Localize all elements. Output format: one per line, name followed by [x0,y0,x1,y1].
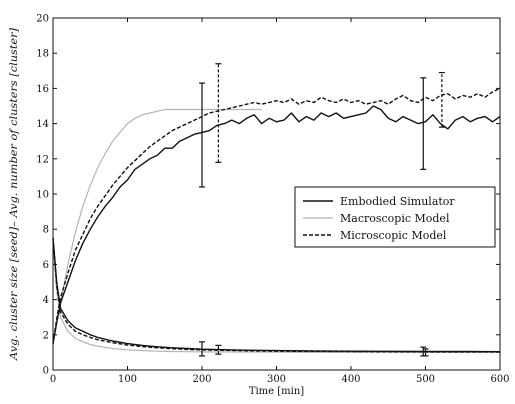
error-bar [422,348,429,357]
y-tick-label: 16 [36,84,49,95]
y-tick-label: 8 [43,225,49,236]
y-tick-label: 14 [36,119,49,130]
error-bar [438,71,445,128]
y-tick-label: 6 [43,260,49,271]
y-tick-label: 18 [36,49,49,60]
x-tick-label: 500 [416,374,435,385]
macroscopic-model-num-clusters-line [52,237,500,353]
legend-label-macroscopic-model: Macroscopic Model [340,212,450,225]
x-tick-label: 600 [490,374,509,385]
x-tick-label: 200 [192,374,211,385]
ticks-layer: 0 100 200 300 400 500 600 0 2 4 6 8 10 12 14 16 18 20 [36,14,509,386]
y-tick-label: 12 [36,154,49,165]
x-tick-label: 0 [50,374,56,385]
y-tick-label: 4 [43,295,49,306]
error-bar [420,77,427,170]
x-tick-label: 100 [118,374,137,385]
y-tick-label: 2 [43,330,49,341]
x-axis-title: Time [min] [249,386,304,397]
legend-box [294,186,496,248]
x-tick-label: 400 [341,374,360,385]
legend-label-microscopic-model: Microscopic Model [340,229,447,242]
error-bars-layer [199,63,445,357]
y-tick-label: 10 [36,190,49,201]
embodied-simulator-cluster-size-line [52,105,501,344]
y-tick-label: 20 [36,14,49,25]
legend-label-embodied-simulator: Embodied Simulator [340,195,455,208]
x-tick-label: 300 [267,374,286,385]
microscopic-model-num-clusters-line [52,237,501,353]
error-bar [199,341,205,357]
error-bar [215,63,222,163]
error-bar [215,344,222,355]
macroscopic-model-cluster-size-line [52,108,262,344]
error-bar [199,82,205,188]
embodied-simulator-num-clusters-line [52,237,501,353]
y-axis-title: Avg. cluster size [seed]– Avg. number of… [9,28,20,361]
y-tick-label: 0 [43,366,49,377]
legend: Embodied Simulator Macroscopic Model Micro… [294,186,496,248]
